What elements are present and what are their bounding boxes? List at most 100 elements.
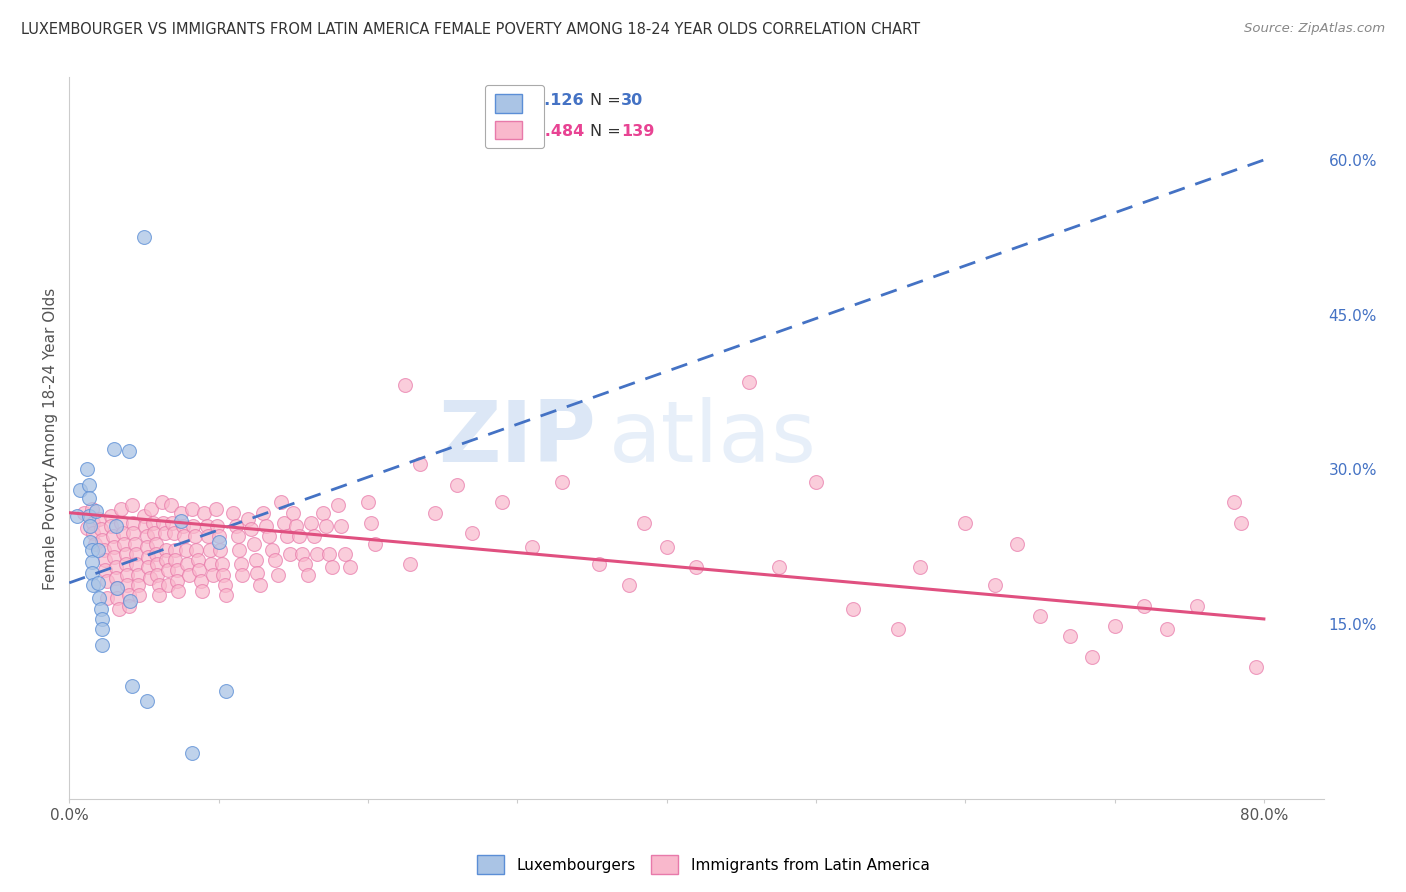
Point [245, 553, 267, 567]
Point [804, 475, 827, 489]
Point [190, 574, 212, 588]
Text: 30: 30 [621, 94, 644, 108]
Point [1246, 660, 1268, 674]
Point [394, 377, 416, 392]
Point [115, 547, 138, 561]
Point [135, 540, 157, 554]
Point [1029, 608, 1052, 623]
Point [91, 638, 114, 652]
Point [1230, 516, 1253, 530]
Point [80, 555, 103, 569]
Point [125, 558, 148, 572]
Text: -0.484: -0.484 [527, 124, 585, 139]
Point [122, 526, 145, 541]
Point [117, 578, 139, 592]
Point [1185, 599, 1208, 613]
Point [80, 566, 103, 580]
Point [104, 560, 127, 574]
Point [165, 553, 187, 567]
Text: N =: N = [589, 94, 620, 108]
Point [96, 574, 118, 588]
Point [278, 547, 301, 561]
Point [1081, 650, 1104, 665]
Point [273, 516, 295, 530]
Point [159, 499, 181, 513]
Point [80, 542, 103, 557]
Point [1104, 619, 1126, 633]
Point [146, 558, 169, 572]
Point [156, 578, 179, 592]
Point [360, 516, 382, 530]
Point [152, 516, 174, 530]
Point [101, 529, 124, 543]
Point [215, 588, 238, 602]
Point [423, 506, 446, 520]
Point [166, 564, 188, 578]
Point [215, 684, 238, 698]
Point [211, 558, 233, 572]
Point [141, 501, 163, 516]
Point [588, 558, 610, 572]
Point [127, 567, 149, 582]
Point [105, 581, 128, 595]
Point [249, 578, 271, 592]
Point [259, 529, 281, 543]
Point [125, 547, 148, 561]
Point [267, 567, 290, 582]
Point [173, 529, 195, 543]
Point [262, 542, 284, 557]
Point [302, 529, 325, 543]
Text: atlas: atlas [609, 397, 817, 480]
Point [619, 578, 641, 592]
Point [138, 550, 160, 565]
Point [82, 526, 104, 541]
Point [138, 560, 160, 574]
Point [66, 508, 89, 523]
Point [291, 547, 314, 561]
Point [150, 495, 173, 509]
Point [321, 560, 343, 574]
Point [77, 508, 100, 523]
Point [214, 578, 236, 592]
Point [93, 542, 115, 557]
Point [174, 542, 197, 557]
Point [1223, 495, 1246, 509]
Point [148, 578, 170, 592]
Point [73, 506, 96, 520]
Point [339, 560, 361, 574]
Point [953, 516, 976, 530]
Point [461, 526, 484, 541]
Point [294, 558, 316, 572]
Point [315, 519, 337, 533]
Legend: Luxembourgers, Immigrants from Latin America: Luxembourgers, Immigrants from Latin Ame… [471, 849, 935, 880]
Point [91, 533, 114, 547]
Point [111, 526, 134, 541]
Point [228, 542, 250, 557]
Point [180, 501, 202, 516]
Text: Source: ZipAtlas.com: Source: ZipAtlas.com [1244, 22, 1385, 36]
Point [120, 594, 142, 608]
Point [156, 564, 179, 578]
Point [207, 534, 229, 549]
Point [105, 581, 128, 595]
Point [105, 591, 128, 606]
Point [135, 694, 157, 708]
Point [162, 516, 184, 530]
Point [207, 529, 229, 543]
Point [115, 558, 138, 572]
Point [984, 578, 1007, 592]
Point [86, 542, 108, 557]
Point [197, 529, 219, 543]
Point [76, 462, 98, 476]
Point [103, 540, 125, 554]
Point [153, 526, 176, 541]
Point [655, 540, 678, 554]
Point [264, 553, 287, 567]
Point [118, 588, 141, 602]
Point [243, 536, 266, 550]
Point [212, 567, 235, 582]
Point [887, 622, 910, 636]
Point [200, 558, 222, 572]
Point [297, 567, 319, 582]
Point [132, 508, 155, 523]
